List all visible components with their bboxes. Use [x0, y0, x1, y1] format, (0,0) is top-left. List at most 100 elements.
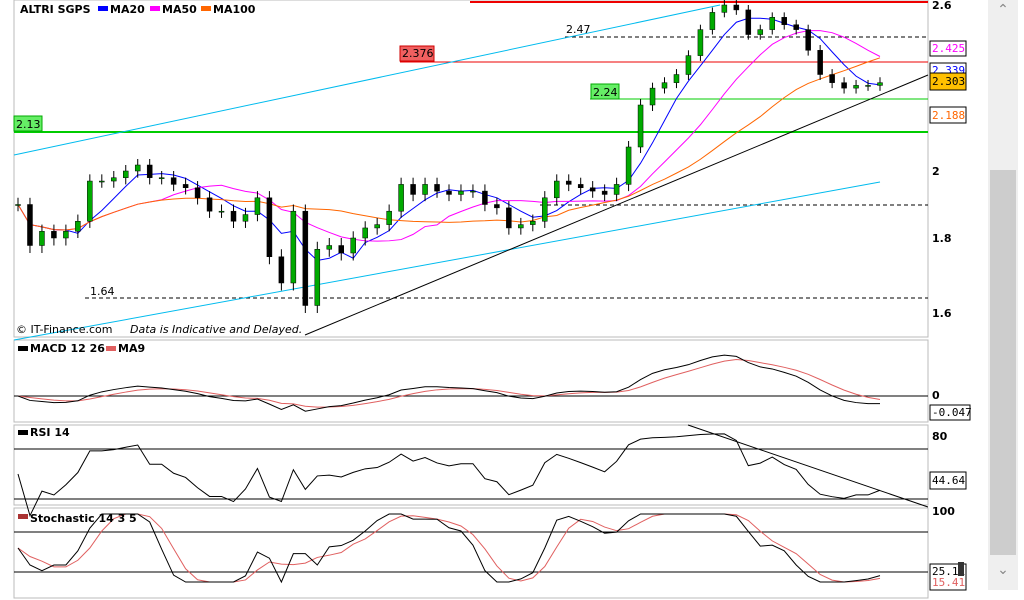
candle [649, 87, 656, 106]
candle [63, 231, 69, 239]
candle [266, 197, 273, 258]
lower-channel-line [13, 181, 881, 341]
candle [111, 177, 117, 182]
candle [506, 207, 512, 229]
candle [733, 4, 740, 11]
candle [158, 177, 165, 179]
candle [530, 221, 536, 225]
stoch-d-value: 15.41 [932, 576, 965, 589]
candle [673, 74, 680, 83]
candle [829, 74, 835, 83]
candle [482, 190, 488, 205]
candle [554, 180, 560, 199]
candle [817, 50, 823, 75]
candle [75, 221, 81, 232]
upper-channel-line [13, 4, 721, 156]
candle [841, 82, 847, 89]
candle [362, 227, 368, 239]
candle [410, 184, 416, 195]
level-1.64: 1.64 [90, 285, 115, 298]
candle [470, 190, 476, 193]
candle [99, 180, 105, 183]
rsi-downtrend-line [687, 424, 929, 508]
candle [398, 184, 404, 212]
rsi-value: 44.64 [932, 474, 965, 487]
copyright: © IT-Finance.com [16, 323, 113, 336]
candle [458, 190, 464, 195]
chart-handle[interactable] [958, 562, 964, 576]
macd-value: -0.047 [932, 406, 972, 419]
ma50-value: 2.425 [932, 42, 965, 55]
candle [146, 164, 153, 178]
candle [661, 82, 668, 89]
macd-line [17, 354, 881, 412]
candle [446, 190, 452, 195]
candle [27, 204, 33, 246]
axis-1.8: 1.8 [932, 232, 952, 245]
candle [577, 184, 584, 188]
disclaimer: Data is Indicative and Delayed. [130, 323, 302, 336]
candle [757, 29, 764, 35]
vertical-scrollbar[interactable]: ⌃ ⌄ [988, 0, 1018, 590]
candle [518, 224, 524, 229]
candle [877, 82, 883, 86]
macd-signal-line [17, 359, 881, 408]
price-panel [13, 0, 929, 338]
level-2.24: 2.24 [593, 86, 618, 99]
ma50-swatch [150, 6, 160, 11]
candle [781, 17, 787, 25]
level-2.47: 2.47 [566, 23, 591, 36]
uptrend-line [304, 74, 929, 336]
candle [386, 210, 392, 225]
candle [254, 197, 261, 215]
candle [314, 249, 321, 306]
stoch-k-value: 25.11 [932, 565, 965, 578]
macd-legend: MACD 12 26 [30, 342, 105, 355]
stoch-k-line [17, 513, 881, 584]
ma100-line [17, 57, 881, 231]
candle [625, 146, 632, 185]
candle [123, 170, 129, 178]
scroll-thumb[interactable] [990, 170, 1016, 555]
candle [685, 55, 692, 75]
candle [15, 204, 21, 206]
rsi-panel [13, 424, 929, 506]
candle [326, 245, 333, 250]
candle [721, 4, 728, 13]
candle [613, 184, 620, 195]
candle [745, 9, 752, 35]
macd-zero-label: 0 [932, 389, 940, 402]
candle [170, 177, 177, 185]
candle [218, 210, 225, 213]
candle [769, 17, 775, 30]
candle [278, 256, 285, 284]
candle [494, 204, 500, 209]
candle [194, 187, 201, 199]
stoch-d-line [17, 513, 881, 583]
scroll-up-icon[interactable]: ⌃ [997, 2, 1009, 18]
level-2.13: 2.13 [16, 118, 41, 131]
ma100-legend: MA100 [213, 3, 256, 16]
candle [865, 85, 871, 87]
macd-panel [13, 339, 929, 423]
axis-1.6: 1.6 [932, 307, 952, 320]
candle [709, 12, 716, 30]
stoch-panel [13, 507, 929, 599]
candle [793, 24, 799, 30]
stoch-legend: Stochastic 14 3 5 [30, 512, 137, 525]
rsi-line [17, 433, 881, 518]
candle [242, 214, 249, 222]
candle [182, 184, 189, 188]
candle [853, 85, 859, 89]
candle [338, 245, 344, 254]
candle [697, 29, 704, 56]
stoch-100-label: 100 [932, 505, 955, 518]
scroll-down-icon[interactable]: ⌄ [997, 562, 1009, 578]
candle [206, 197, 213, 212]
candle [87, 180, 93, 222]
candle [302, 210, 309, 306]
ma20-line [17, 17, 881, 262]
symbol-title: ALTRI SGPS [20, 3, 91, 16]
candle [422, 184, 428, 195]
